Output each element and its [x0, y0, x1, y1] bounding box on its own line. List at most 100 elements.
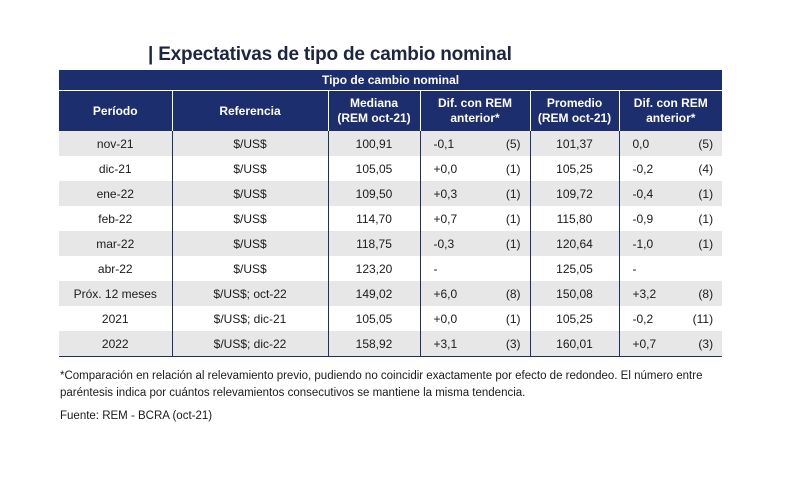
cell-promedio: 120,64 [529, 231, 619, 256]
consecutive-count: (3) [698, 336, 714, 351]
consecutive-count: (1) [698, 236, 714, 251]
cell-promedio: 105,25 [529, 156, 619, 181]
footnote: *Comparación en relación al relevamiento… [60, 370, 703, 399]
cell-dif-promedio: -0,9 (1) [618, 206, 723, 231]
cell-dif-mediana: +6,0 (8) [419, 281, 530, 306]
cell-referencia: $/US$ [171, 181, 328, 206]
table-row: 2022 $/US$; dic-22 158,92 +3,1 (3) 160,01… [59, 331, 723, 357]
table-row: mar-22 $/US$ 118,75 -0,3 (1) 120,64 -1,0 (… [59, 231, 723, 256]
consecutive-count: (3) [505, 336, 521, 351]
cell-periodo: ene-22 [59, 181, 172, 206]
cell-dif-mediana: +0,0 (1) [419, 156, 530, 181]
source-note: Fuente: REM - BCRA (oct-21) [60, 410, 213, 422]
table-row: ene-22 $/US$ 109,50 +0,3 (1) 109,72 -0,4 (… [59, 181, 723, 206]
cell-mediana: 149,02 [327, 281, 420, 306]
cell-promedio: 101,37 [529, 131, 619, 156]
column-header-periodo: Período [59, 90, 172, 131]
dif-value: +6,0 [433, 286, 458, 301]
cell-mediana: 105,05 [327, 306, 420, 331]
dif-value: - [632, 261, 637, 276]
cell-dif-mediana: -0,3 (1) [419, 231, 530, 256]
dif-value: -0,2 [632, 311, 654, 326]
column-header-promedio: Promedio (REM oct-21) [529, 90, 619, 131]
consecutive-count: (5) [505, 136, 521, 151]
cell-promedio: 115,80 [529, 206, 619, 231]
cell-periodo: nov-21 [59, 131, 172, 156]
table-row: feb-22 $/US$ 114,70 +0,7 (1) 115,80 -0,9 (… [59, 206, 723, 231]
cell-mediana: 105,05 [327, 156, 420, 181]
consecutive-count: (8) [698, 286, 714, 301]
header-line: Dif. con REM [438, 96, 512, 110]
cell-dif-promedio: +3,2 (8) [618, 281, 723, 306]
cell-periodo: mar-22 [59, 231, 172, 256]
table-group-header-row: Tipo de cambio nominal [59, 70, 723, 91]
cell-dif-promedio: -0,2 (11) [618, 306, 723, 331]
cell-promedio: 105,25 [529, 306, 619, 331]
cell-dif-promedio: -0,4 (1) [618, 181, 723, 206]
consecutive-count: (5) [698, 136, 714, 151]
dif-value: 0,0 [632, 136, 650, 151]
cell-referencia: $/US$ [171, 231, 328, 256]
cell-referencia: $/US$; dic-22 [171, 331, 328, 357]
cell-promedio: 125,05 [529, 256, 619, 281]
cell-referencia: $/US$ [171, 206, 328, 231]
table-header-row: Período Referencia Mediana (REM oct-21) … [59, 90, 723, 131]
dif-value: +3,1 [433, 336, 458, 351]
column-header-dif-mediana: Dif. con REM anterior* [419, 90, 530, 131]
dif-value: -0,9 [632, 211, 654, 226]
header-line: Mediana [349, 96, 398, 110]
cell-mediana: 123,20 [327, 256, 420, 281]
cell-dif-mediana: +0,3 (1) [419, 181, 530, 206]
column-header-referencia: Referencia [171, 90, 328, 131]
consecutive-count: (1) [505, 236, 521, 251]
cell-dif-mediana: +0,0 (1) [419, 306, 530, 331]
table-row: Próx. 12 meses $/US$; oct-22 149,02 +6,0… [59, 281, 723, 306]
cell-referencia: $/US$; oct-22 [171, 281, 328, 306]
consecutive-count: (1) [505, 211, 521, 226]
dif-value: - [433, 261, 438, 276]
cell-dif-mediana: - [419, 256, 530, 281]
cell-periodo: dic-21 [59, 156, 172, 181]
cell-referencia: $/US$ [171, 131, 328, 156]
cell-dif-mediana: +0,7 (1) [419, 206, 530, 231]
consecutive-count: (1) [505, 161, 521, 176]
cell-dif-mediana: -0,1 (5) [419, 131, 530, 156]
consecutive-count: (1) [505, 311, 521, 326]
cell-periodo: 2022 [59, 331, 172, 357]
table-row: 2021 $/US$; dic-21 105,05 +0,0 (1) 105,25… [59, 306, 723, 331]
cell-referencia: $/US$ [171, 256, 328, 281]
consecutive-count: (11) [692, 311, 714, 326]
table: Tipo de cambio nominal Período Referenci… [59, 70, 723, 357]
consecutive-count: (8) [505, 286, 521, 301]
cell-periodo: 2021 [59, 306, 172, 331]
cell-dif-promedio: 0,0 (5) [618, 131, 723, 156]
cell-periodo: abr-22 [59, 256, 172, 281]
cell-dif-promedio: - [618, 256, 723, 281]
exchange-rate-table: Tipo de cambio nominal Período Referenci… [59, 70, 723, 357]
column-header-dif-promedio: Dif. con REM anterior* [618, 90, 723, 131]
cell-dif-promedio: -0,2 (4) [618, 156, 723, 181]
table-body: nov-21 $/US$ 100,91 -0,1 (5) 101,37 0,0 (5… [59, 131, 723, 357]
cell-dif-promedio: +0,7 (3) [618, 331, 723, 357]
header-line: anterior* [450, 111, 500, 125]
column-header-mediana: Mediana (REM oct-21) [327, 90, 420, 131]
header-line: (REM oct-21) [337, 111, 411, 125]
header-line: anterior* [646, 111, 696, 125]
header-line: (REM oct-21) [537, 111, 612, 125]
cell-referencia: $/US$ [171, 156, 328, 181]
cell-referencia: $/US$; dic-21 [171, 306, 328, 331]
cell-mediana: 118,75 [327, 231, 420, 256]
header-line: Dif. con REM [633, 96, 708, 110]
dif-value: -0,4 [632, 186, 654, 201]
cell-mediana: 100,91 [327, 131, 420, 156]
dif-value: +0,7 [632, 336, 657, 351]
dif-value: -0,1 [433, 136, 455, 151]
table-group-header: Tipo de cambio nominal [59, 70, 723, 91]
dif-value: +0,3 [433, 186, 458, 201]
dif-value: +3,2 [632, 286, 657, 301]
cell-mediana: 109,50 [327, 181, 420, 206]
table-row: nov-21 $/US$ 100,91 -0,1 (5) 101,37 0,0 (5… [59, 131, 723, 156]
cell-promedio: 150,08 [529, 281, 619, 306]
page-title: | Expectativas de tipo de cambio nominal [148, 44, 512, 65]
cell-mediana: 114,70 [327, 206, 420, 231]
